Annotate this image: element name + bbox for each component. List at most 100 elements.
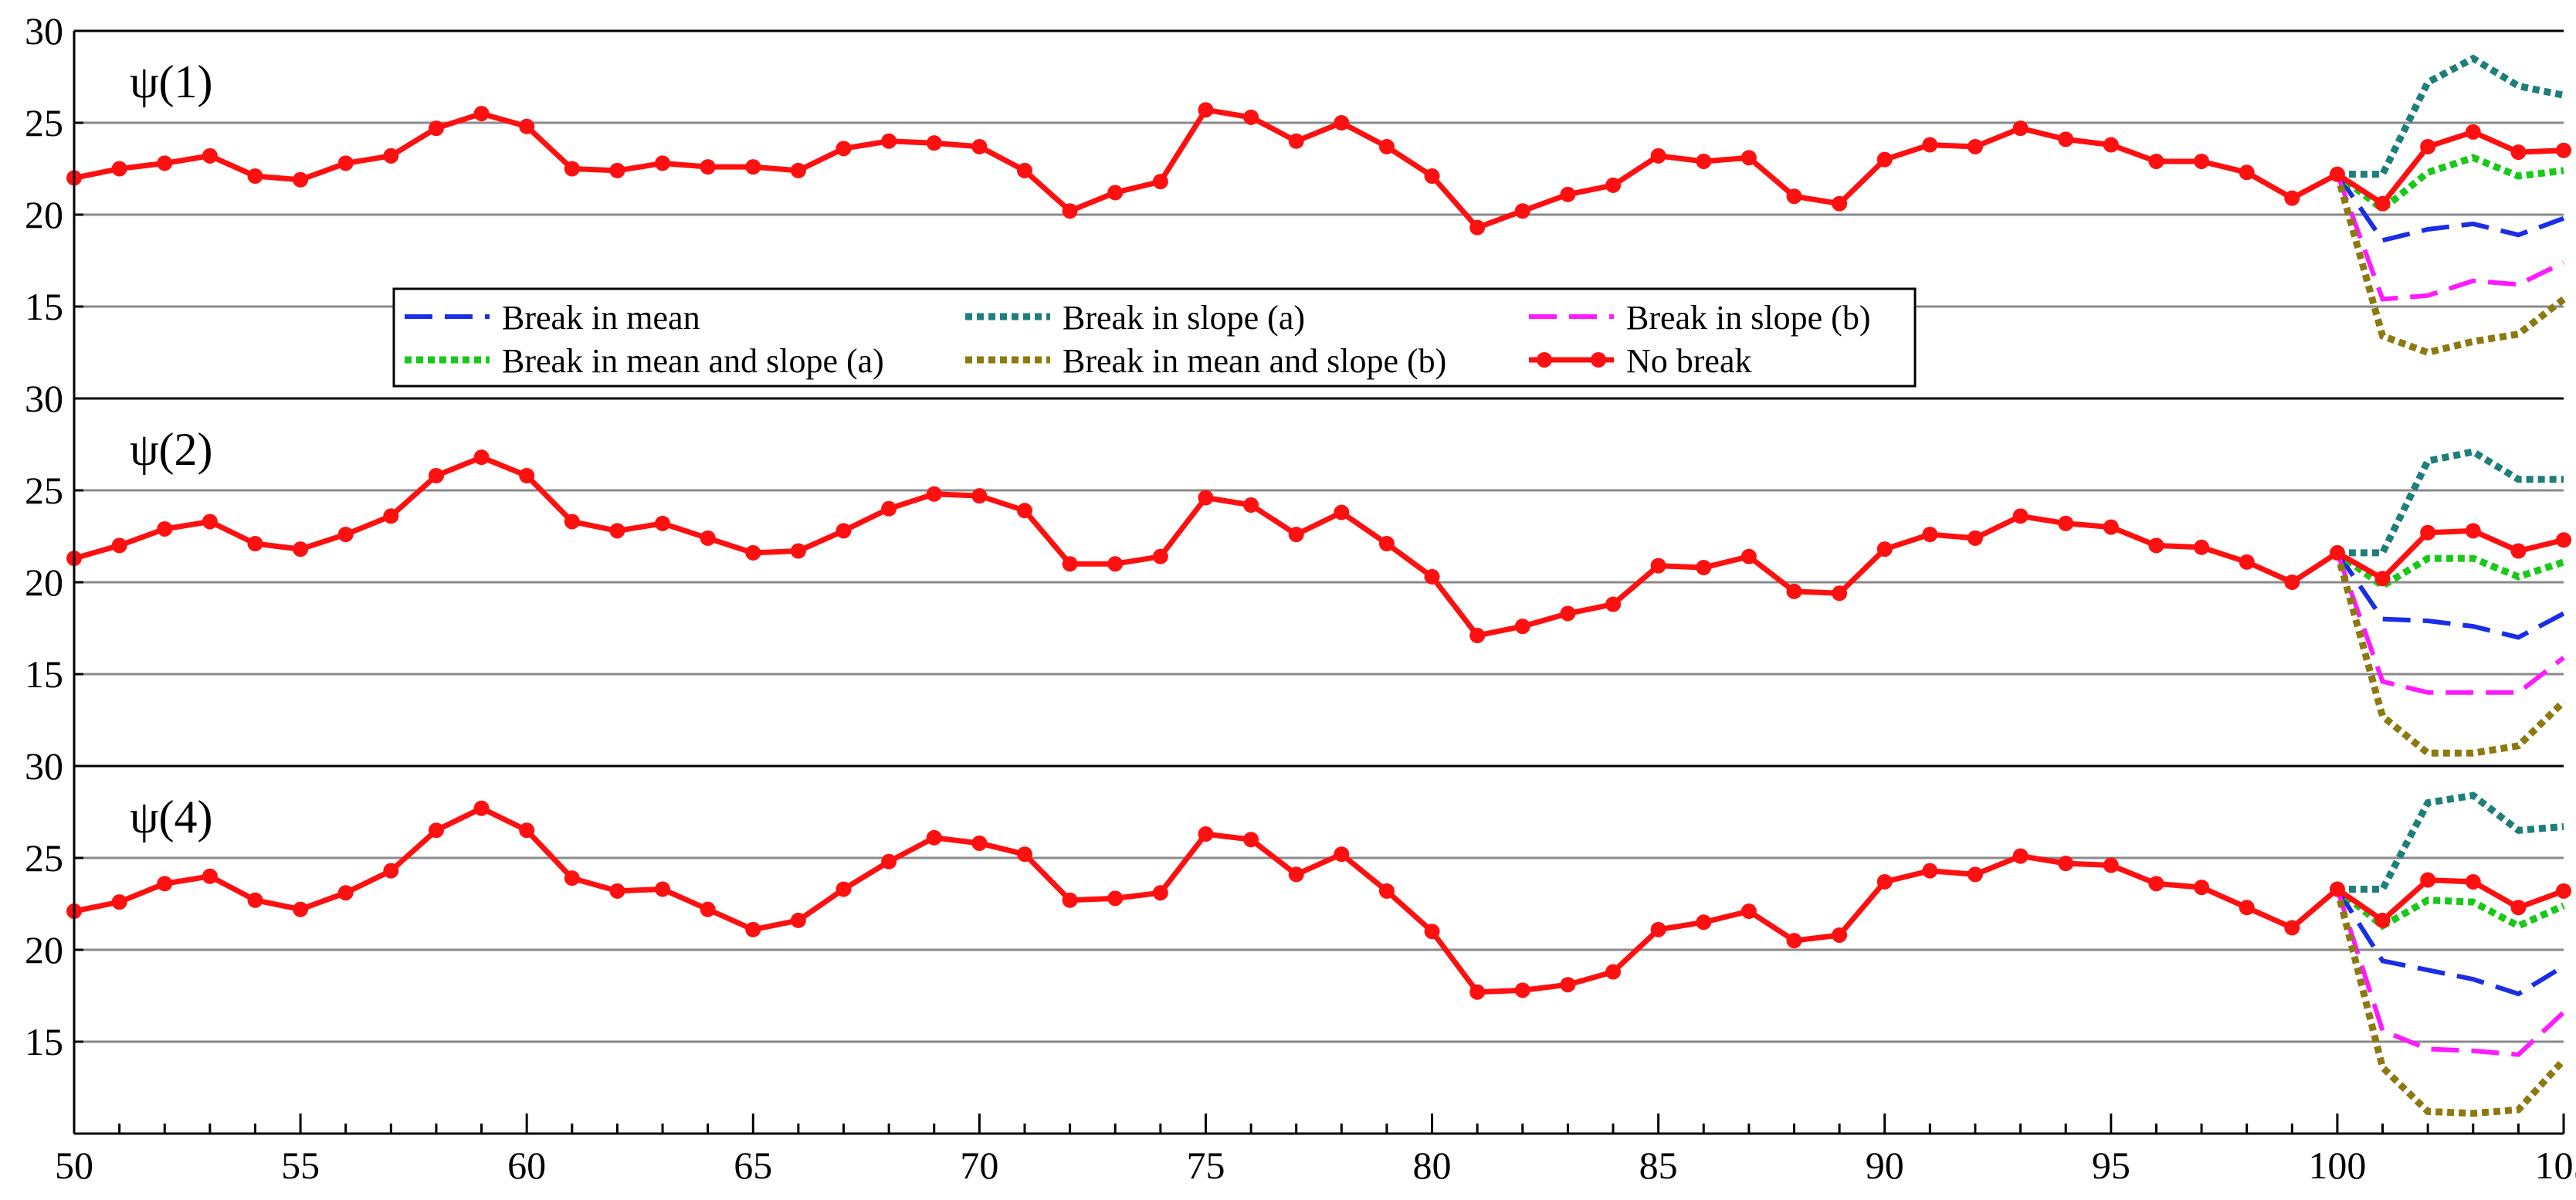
point-no-break-p2-73 [1107, 556, 1124, 572]
point-no-break-p1-95 [2103, 137, 2119, 153]
point-no-break-p3-67 [836, 881, 852, 897]
series-break-in-mean-p2 [2335, 551, 2565, 640]
point-no-break-p1-88 [1786, 188, 1802, 205]
point-no-break-p3-59 [473, 800, 490, 816]
y-tick-label-p2-20: 20 [25, 561, 63, 604]
point-no-break-p3-56 [337, 885, 354, 901]
series-break-in-slope-b-p2 [2335, 551, 2565, 695]
point-no-break-p2-102 [2420, 524, 2436, 541]
x-tick-label-105: 105 [2535, 1144, 2576, 1187]
point-no-break-p3-101 [2374, 912, 2391, 928]
point-no-break-p3-62 [609, 883, 625, 899]
y-tick-label-p1-15: 15 [25, 285, 63, 328]
legend-label-break-in-mean-and-slope-a: Break in mean and slope (a) [502, 342, 884, 380]
point-no-break-p3-99 [2284, 920, 2300, 936]
point-no-break-p1-90 [1876, 151, 1893, 168]
series-break-in-slope-a-p1 [2337, 54, 2564, 178]
point-no-break-p3-52 [157, 876, 173, 892]
point-no-break-p3-65 [745, 921, 761, 937]
legend-label-no-break: No break [1626, 342, 1752, 380]
point-no-break-p1-103 [2465, 124, 2481, 140]
series-break-in-slope-b-p1 [2335, 173, 2565, 302]
point-no-break-p1-83 [1560, 186, 1576, 202]
point-no-break-p1-98 [2239, 164, 2255, 181]
x-tick-label-70: 70 [960, 1144, 998, 1187]
series-layer [66, 54, 2571, 1117]
y-tick-label-p1-25: 25 [25, 101, 63, 144]
point-no-break-p3-60 [519, 822, 535, 839]
legend-label-break-in-mean: Break in mean [502, 299, 700, 337]
point-no-break-p2-90 [1876, 541, 1893, 558]
point-no-break-p2-68 [881, 500, 897, 517]
point-no-break-p1-91 [1922, 137, 1938, 153]
point-no-break-p3-77 [1288, 866, 1304, 883]
point-no-break-p2-98 [2239, 554, 2255, 570]
point-no-break-p2-103 [2465, 523, 2481, 539]
point-no-break-p1-104 [2510, 144, 2527, 161]
point-no-break-p3-94 [2058, 856, 2074, 872]
point-no-break-p3-64 [700, 901, 716, 917]
point-no-break-p1-82 [1514, 203, 1530, 219]
point-no-break-p2-83 [1560, 605, 1576, 622]
point-no-break-p1-66 [790, 162, 806, 178]
point-no-break-p2-57 [383, 508, 399, 524]
point-no-break-p3-68 [881, 853, 897, 869]
point-no-break-p2-61 [564, 514, 580, 530]
point-no-break-p1-87 [1740, 150, 1757, 166]
x-tick-label-100: 100 [2308, 1144, 2366, 1187]
point-no-break-p1-76 [1243, 109, 1259, 125]
point-no-break-p3-79 [1378, 883, 1395, 899]
point-no-break-p1-52 [157, 155, 173, 171]
point-no-break-p1-54 [247, 168, 263, 185]
x-tick-label-90: 90 [1866, 1144, 1904, 1187]
series-break-in-mean-and-slope-b-p3 [2334, 888, 2567, 1117]
series-break-in-mean-and-slope-b-p1 [2334, 173, 2566, 357]
point-no-break-p3-63 [655, 881, 671, 897]
panel-label-1: ψ(1) [130, 56, 213, 107]
series-break-in-mean-and-slope-a-p3 [2335, 886, 2565, 931]
point-no-break-p2-89 [1832, 585, 1848, 602]
point-no-break-p2-96 [2148, 537, 2164, 554]
point-no-break-p2-84 [1605, 596, 1622, 612]
panel-label-2: ψ(2) [130, 424, 213, 475]
legend-box [392, 287, 1917, 388]
point-no-break-p3-88 [1786, 933, 1802, 949]
point-no-break-p2-79 [1378, 536, 1395, 552]
series-no-break-p2 [73, 454, 2564, 639]
point-no-break-p3-73 [1107, 890, 1124, 907]
point-no-break-p3-54 [247, 892, 263, 908]
point-no-break-p3-76 [1243, 832, 1259, 848]
point-no-break-p2-99 [2284, 575, 2300, 590]
point-no-break-p2-101 [2374, 571, 2391, 587]
point-no-break-p1-101 [2374, 195, 2391, 212]
grid-layer [74, 121, 2564, 1043]
point-no-break-p3-74 [1152, 885, 1168, 901]
point-no-break-p2-74 [1152, 548, 1168, 564]
point-no-break-p2-64 [700, 530, 716, 546]
point-no-break-p1-105 [2556, 142, 2571, 158]
point-no-break-p2-62 [609, 523, 625, 539]
point-no-break-p2-81 [1469, 628, 1486, 644]
point-no-break-p1-100 [2329, 166, 2345, 182]
y-tick-label-p3-30: 30 [25, 744, 63, 788]
y-tick-label-p3-15: 15 [25, 1020, 63, 1063]
series-break-in-mean-and-slope-a-p1 [2335, 154, 2564, 214]
point-no-break-p1-51 [111, 161, 127, 177]
point-no-break-p1-102 [2420, 138, 2436, 154]
point-no-break-p1-92 [1967, 138, 1983, 154]
x-tick-label-65: 65 [734, 1144, 772, 1187]
point-no-break-p1-62 [609, 162, 625, 178]
point-no-break-p3-103 [2465, 873, 2481, 890]
point-no-break-p3-57 [383, 863, 399, 879]
y-tick-label-p2-25: 25 [25, 469, 63, 512]
point-no-break-p2-72 [1062, 556, 1078, 572]
x-tick-label-80: 80 [1413, 1144, 1452, 1187]
point-no-break-p3-102 [2420, 872, 2436, 888]
point-no-break-p1-97 [2194, 153, 2210, 169]
point-no-break-p2-105 [2556, 532, 2571, 548]
y-tick-label-p1-20: 20 [25, 193, 63, 236]
point-no-break-p2-80 [1424, 568, 1440, 585]
point-no-break-p3-75 [1198, 826, 1214, 842]
x-tick-label-75: 75 [1186, 1144, 1225, 1187]
series-break-in-mean-and-slope-a-p2 [2335, 550, 2565, 591]
